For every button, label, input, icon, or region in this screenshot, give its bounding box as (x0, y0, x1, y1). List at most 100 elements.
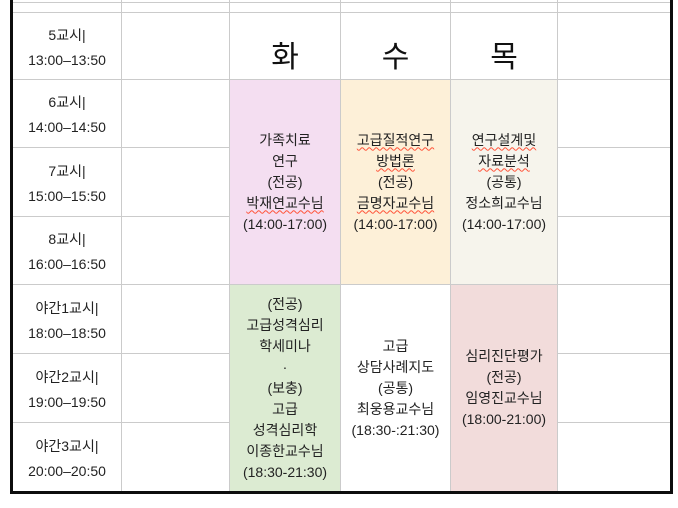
course-line: 연구설계및 (472, 130, 536, 151)
period-time: 18:00–18:50 (28, 324, 106, 341)
misspelled-text: 연구설계및 (471, 131, 537, 148)
course-line: 방법론 (376, 151, 415, 172)
course-line: (보충) (267, 379, 303, 396)
empty-cell[interactable] (558, 148, 670, 217)
course-line: 임영진교수님 (465, 390, 543, 406)
grid-sliver-cell (341, 3, 451, 13)
period-name: 야간1교시| (35, 299, 99, 316)
grid-sliver-cell (558, 0, 670, 3)
period-time: 19:00–19:50 (28, 393, 106, 410)
table-bottom-border (13, 491, 670, 494)
course-line: 고급 (382, 337, 409, 354)
period-time: 15:00–15:50 (28, 187, 106, 204)
course-cell-day-목[interactable]: 연구설계및 자료분석 (공통) 정소희교수님 (14:00-17:00) (451, 80, 558, 285)
course-line: 최웅용교수님 (356, 400, 435, 417)
empty-cell[interactable] (122, 285, 230, 354)
grid-sliver-cell (341, 0, 451, 3)
course-line: (전공) (486, 369, 522, 385)
misspelled-text: 박재연교수님 (246, 194, 324, 211)
course-line: 고급 (272, 400, 298, 417)
grid-sliver-cell (122, 3, 230, 13)
course-line: (18:30-:21:30) (351, 421, 440, 438)
grid-sliver-cell (122, 0, 230, 3)
course-line: 박재연교수님 (246, 193, 323, 214)
course-line: (공통) (377, 379, 414, 396)
empty-cell[interactable] (558, 354, 670, 423)
day-header-wed[interactable]: 수 (341, 13, 451, 80)
empty-cell[interactable] (558, 285, 670, 354)
course-line: 심리진단평가 (465, 348, 543, 364)
day-header-label: 화 (271, 41, 299, 74)
empty-cell[interactable] (558, 423, 670, 491)
course-line: (18:30-21:30) (242, 463, 328, 480)
period-name: 야간2교시| (35, 368, 99, 385)
empty-cell[interactable] (122, 217, 230, 285)
empty-cell[interactable] (122, 13, 230, 80)
period-cell[interactable]: 야간1교시| 18:00–18:50 (13, 285, 122, 354)
period-time: 14:00–14:50 (28, 119, 106, 135)
course-line: 자료분석 (478, 151, 530, 172)
course-line: 성격심리학 (252, 421, 318, 438)
course-line: 상담사례지도 (356, 358, 435, 375)
misspelled-text: 고급질적연구 (356, 131, 435, 148)
misspelled-text: 금명자교수님 (356, 194, 435, 211)
period-time: 16:00–16:50 (28, 256, 106, 272)
grid-sliver-cell (230, 3, 341, 13)
period-name: 5교시| (48, 26, 86, 43)
timetable: 5교시| 13:00–13:50 6교시| 14:00–14:50 7교시| 15:00–… (10, 0, 673, 494)
empty-cell[interactable] (122, 354, 230, 423)
period-name: 6교시| (48, 94, 86, 110)
period-name: 7교시| (48, 162, 86, 179)
course-line: 고급성격심리 (246, 316, 324, 333)
course-line: (14:00-17:00) (461, 215, 547, 232)
day-header-thu[interactable]: 목 (451, 13, 558, 80)
course-line: 정소희교수님 (465, 194, 543, 211)
empty-cell[interactable] (122, 423, 230, 491)
grid-sliver-cell (13, 0, 122, 3)
day-header-tue[interactable]: 화 (230, 13, 341, 80)
course-line: (14:00-17:00) (353, 215, 438, 232)
misspelled-text: 방법론 (376, 152, 415, 169)
course-line: 이종한교수님 (246, 442, 324, 459)
course-line: 학세미나 (259, 337, 311, 354)
course-line: (전공) (267, 173, 303, 190)
empty-cell[interactable] (122, 80, 230, 148)
course-line: · (282, 358, 288, 375)
course-cell-night-목[interactable]: 심리진단평가 (전공) 임영진교수님 (18:00-21:00) (451, 285, 558, 491)
empty-cell[interactable] (558, 217, 670, 285)
misspelled-text: 자료분석 (478, 152, 530, 169)
course-line: (전공) (267, 295, 303, 312)
period-time: 20:00–20:50 (28, 462, 106, 479)
course-line: (전공) (377, 173, 414, 190)
period-cell[interactable]: 6교시| 14:00–14:50 (13, 80, 122, 148)
course-line: 금명자교수님 (357, 193, 434, 214)
course-line: 가족치료 (259, 131, 311, 148)
grid-sliver-cell (230, 0, 341, 3)
grid-sliver-cell (451, 3, 558, 13)
course-line: (18:00-21:00) (461, 411, 547, 427)
grid-sliver-cell (451, 0, 558, 3)
period-time: 13:00–13:50 (28, 51, 106, 68)
day-header-label: 수 (381, 41, 410, 74)
period-cell[interactable]: 야간3교시| 20:00–20:50 (13, 423, 122, 491)
empty-cell[interactable] (558, 80, 670, 148)
empty-cell[interactable] (558, 13, 670, 80)
course-line: (14:00-17:00) (242, 215, 328, 232)
period-cell[interactable]: 7교시| 15:00–15:50 (13, 148, 122, 217)
period-cell[interactable]: 5교시| 13:00–13:50 (13, 13, 122, 80)
grid-sliver-cell (13, 3, 122, 13)
course-line: 연구 (272, 152, 298, 169)
day-header-label: 목 (490, 41, 518, 74)
grid-sliver-cell (558, 3, 670, 13)
course-line: 고급질적연구 (357, 130, 434, 151)
period-cell[interactable]: 8교시| 16:00–16:50 (13, 217, 122, 285)
period-cell[interactable]: 야간2교시| 19:00–19:50 (13, 354, 122, 423)
period-name: 야간3교시| (35, 437, 99, 454)
table-left-border (10, 0, 13, 494)
empty-cell[interactable] (122, 148, 230, 217)
